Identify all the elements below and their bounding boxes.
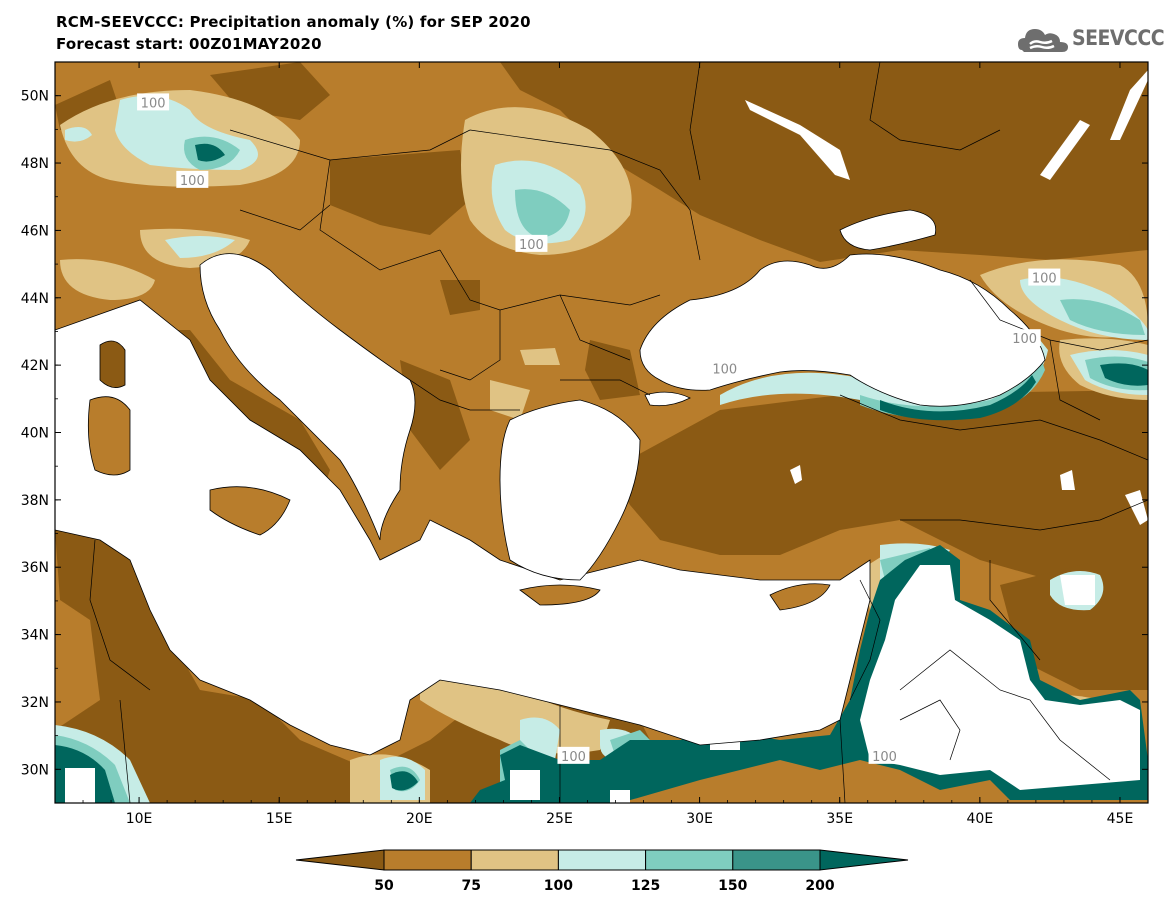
colorbar-segment	[732, 849, 821, 871]
contour-label-bg	[137, 93, 170, 111]
lon-tick-label: 45E	[1107, 811, 1134, 827]
lat-tick-label: 44N	[21, 291, 49, 307]
forecast-start: Forecast start: 00Z01MAY2020	[56, 35, 322, 53]
cloud-icon	[1018, 29, 1068, 52]
colorbar-label: 150	[718, 878, 747, 894]
lat-tick-label: 40N	[21, 426, 49, 442]
lat-tick-label: 38N	[21, 493, 49, 509]
sea	[55, 209, 1046, 756]
contour-label-bg	[708, 359, 741, 377]
lat-tick-label: 36N	[21, 560, 49, 576]
contour-label: 100	[872, 750, 897, 765]
lat-tick-label: 34N	[21, 628, 49, 644]
lon-tick-label: 10E	[126, 811, 153, 827]
lon-tick-label: 15E	[266, 811, 293, 827]
lat-tick-label: 46N	[21, 223, 49, 239]
contour-labels: 100 100 100 100 100 100 100 100	[137, 93, 1061, 765]
logo-text: SEEVCCC	[1072, 26, 1165, 50]
lat-tick-label: 32N	[21, 695, 49, 711]
contour-label: 100	[1032, 272, 1057, 287]
contour-label-bg	[1008, 329, 1041, 347]
colorbar-segment	[383, 849, 472, 871]
contour-label-bg	[176, 170, 209, 188]
lat-tick-label: 42N	[21, 358, 49, 374]
seevccc-logo: SEEVCCC	[1016, 20, 1165, 60]
longitude-axis: 10E 15E 20E 25E 30E 35E 40E 45E	[82, 62, 1134, 827]
contour-label: 100	[1012, 332, 1037, 347]
lon-tick-label: 25E	[546, 811, 573, 827]
contour-label-bg	[1028, 268, 1061, 286]
lon-tick-label: 30E	[686, 811, 713, 827]
contour-label-bg	[515, 234, 548, 252]
latitude-axis: 50N 48N 46N 44N 42N 40N 38N 36N 34N 32N 30N	[21, 89, 1148, 778]
lat-tick-label: 30N	[21, 762, 49, 778]
lon-tick-label: 40E	[967, 811, 994, 827]
contour-label: 100	[180, 174, 205, 189]
contour-label: 100	[519, 238, 544, 253]
contour-label-bg	[557, 746, 590, 764]
contour-label: 100	[712, 363, 737, 378]
colorbar-label: 200	[805, 878, 834, 894]
colorbar-label: 75	[461, 878, 480, 894]
lon-tick-label: 35E	[826, 811, 853, 827]
colorbar-segment	[470, 849, 559, 871]
contour-label-bg	[868, 746, 901, 764]
colorbar-label: 50	[374, 878, 394, 894]
colorbar: 50 75 100 125 150 200	[295, 849, 909, 894]
chart-title: RCM-SEEVCCC: Precipitation anomaly (%) f…	[56, 13, 531, 31]
islands	[87, 340, 831, 611]
contour-label: 100	[561, 750, 586, 765]
lat-tick-label: 48N	[21, 156, 49, 172]
country-borders	[89, 62, 1148, 803]
lon-tick-label: 20E	[406, 811, 433, 827]
colorbar-label: 100	[544, 878, 573, 894]
map-field: 100 100 100 100 100 100 100 100	[55, 62, 1148, 803]
colorbar-label: 125	[631, 878, 660, 894]
colorbar-segment	[645, 849, 734, 871]
lat-tick-label: 50N	[21, 89, 49, 105]
colorbar-segment	[557, 849, 647, 871]
contour-label: 100	[141, 96, 166, 111]
colorbar-segment-below	[295, 849, 385, 871]
colorbar-segment-above	[819, 849, 909, 871]
